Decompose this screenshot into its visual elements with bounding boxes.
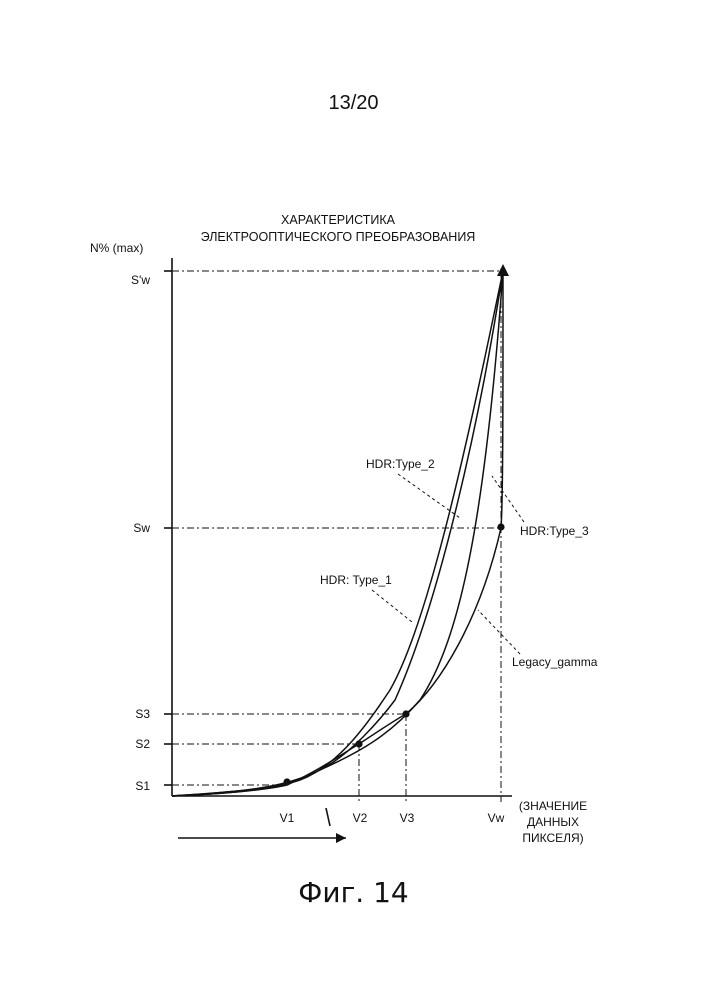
point-v3-s3: [402, 710, 410, 718]
series-hdr-type-1: [171, 270, 504, 797]
x-tick-v2: V2: [353, 811, 368, 825]
point-v1-s1: [283, 778, 291, 786]
y-axis-label: N% (max): [90, 241, 143, 255]
chart-title-line-1: ХАРАКТЕРИСТИКА: [281, 213, 396, 227]
series-hdr-type-2: [171, 270, 504, 797]
label-hdr-type-2: HDR:Type_2: [366, 457, 435, 471]
label-legacy-gamma: Legacy_gamma: [512, 655, 598, 669]
leader-legacy-gamma: [477, 609, 521, 655]
x-axis-label-line-1: (ЗНАЧЕНИЕ: [519, 799, 587, 813]
direction-arrow-head: [336, 833, 346, 843]
label-hdr-type-3: HDR:Type_3: [520, 524, 589, 538]
chart-title-line-2: ЭЛЕКТРООПТИЧЕСКОГО ПРЕОБРАЗОВАНИЯ: [201, 230, 476, 244]
leader-hdr-type-3: [491, 475, 525, 523]
label-hdr-type-1: HDR: Type_1: [320, 573, 392, 587]
y-tick-sw: Sw: [133, 521, 150, 535]
break-mark: [325, 807, 331, 827]
series-hdr-type-3: [171, 270, 504, 797]
page-number: 13/20: [328, 92, 379, 114]
x-tick-v3: V3: [400, 811, 415, 825]
figure-caption: Фиг. 14: [298, 876, 409, 909]
point-vw-sw: [497, 523, 505, 531]
series-legacy-gamma: [171, 270, 504, 797]
y-tick-s2: S2: [135, 737, 150, 751]
leader-hdr-type-2: [397, 473, 461, 519]
y-tick-s3: S3: [135, 707, 150, 721]
y-tick-s1: S1: [135, 779, 150, 793]
x-axis-label-line-3: ПИКСЕЛЯ): [522, 831, 583, 845]
x-tick-v1: V1: [280, 811, 295, 825]
leader-hdr-type-1: [371, 589, 413, 623]
y-tick-s-prime-w: S'w: [131, 273, 150, 287]
x-tick-vw: Vw: [488, 811, 505, 825]
x-axis-label-line-2: ДАННЫХ: [527, 815, 579, 829]
point-vw-s-prime-w: [497, 264, 509, 276]
point-v2-s2: [355, 740, 363, 748]
